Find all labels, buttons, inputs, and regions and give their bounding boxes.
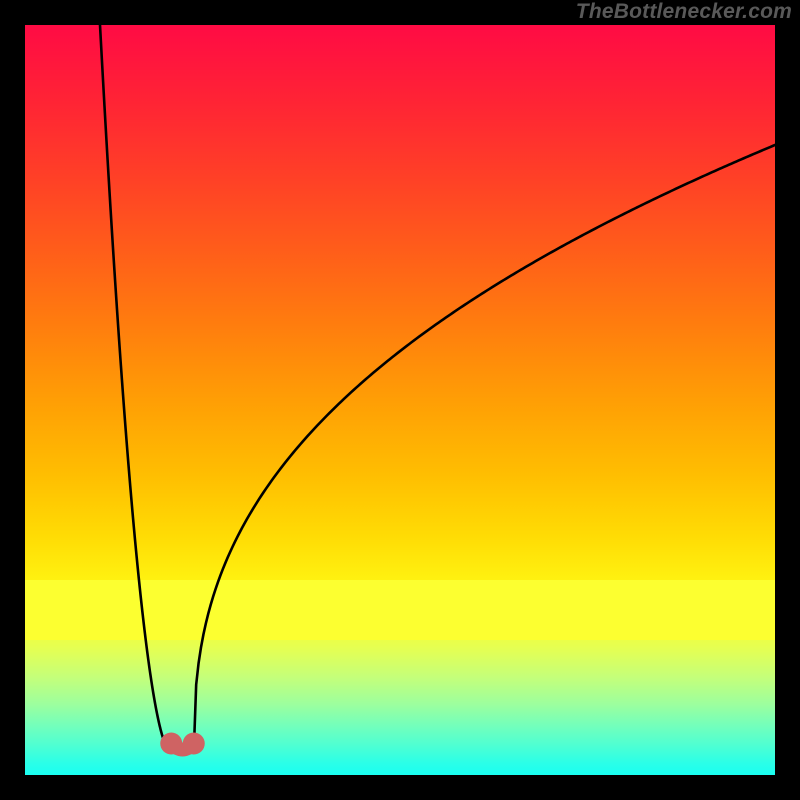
optimal-marker-1 <box>160 733 182 755</box>
bottleneck-chart <box>25 25 775 775</box>
optimal-marker-2 <box>183 733 205 755</box>
gradient-background <box>25 25 775 775</box>
watermark-text: TheBottlenecker.com <box>576 0 792 24</box>
yellow-threshold-band <box>25 580 775 640</box>
chart-frame: TheBottlenecker.com <box>0 0 800 800</box>
